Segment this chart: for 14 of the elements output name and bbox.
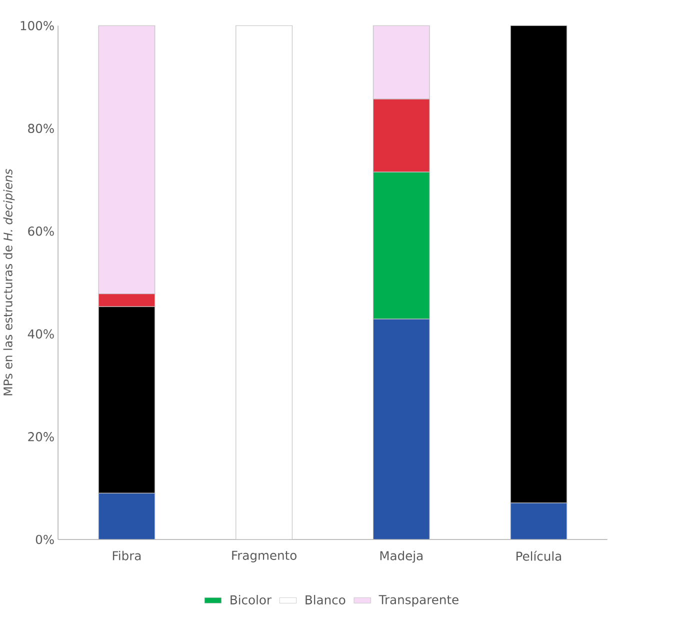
y-tick-label: 20%: [28, 432, 54, 442]
y-tick-label: 80%: [28, 124, 54, 133]
x-tick-label: Madeja: [380, 550, 422, 563]
y-axis-title: MPs en las estructuras de H. decipiens: [3, 168, 15, 396]
y-tick-label: 0%: [36, 534, 54, 544]
x-tick-label: Película: [516, 550, 562, 561]
legend-label: Bicolor: [230, 594, 272, 604]
x-tick-label: Fibra: [112, 550, 141, 560]
x-tick-label: Fragmento: [232, 550, 296, 562]
y-tick-label: 40%: [28, 329, 54, 338]
legend-label: Transparente: [378, 595, 458, 607]
y-tick-label: 60%: [28, 226, 54, 236]
legend-label: Blanco: [306, 594, 346, 604]
y-tick-label: 100%: [20, 20, 54, 30]
